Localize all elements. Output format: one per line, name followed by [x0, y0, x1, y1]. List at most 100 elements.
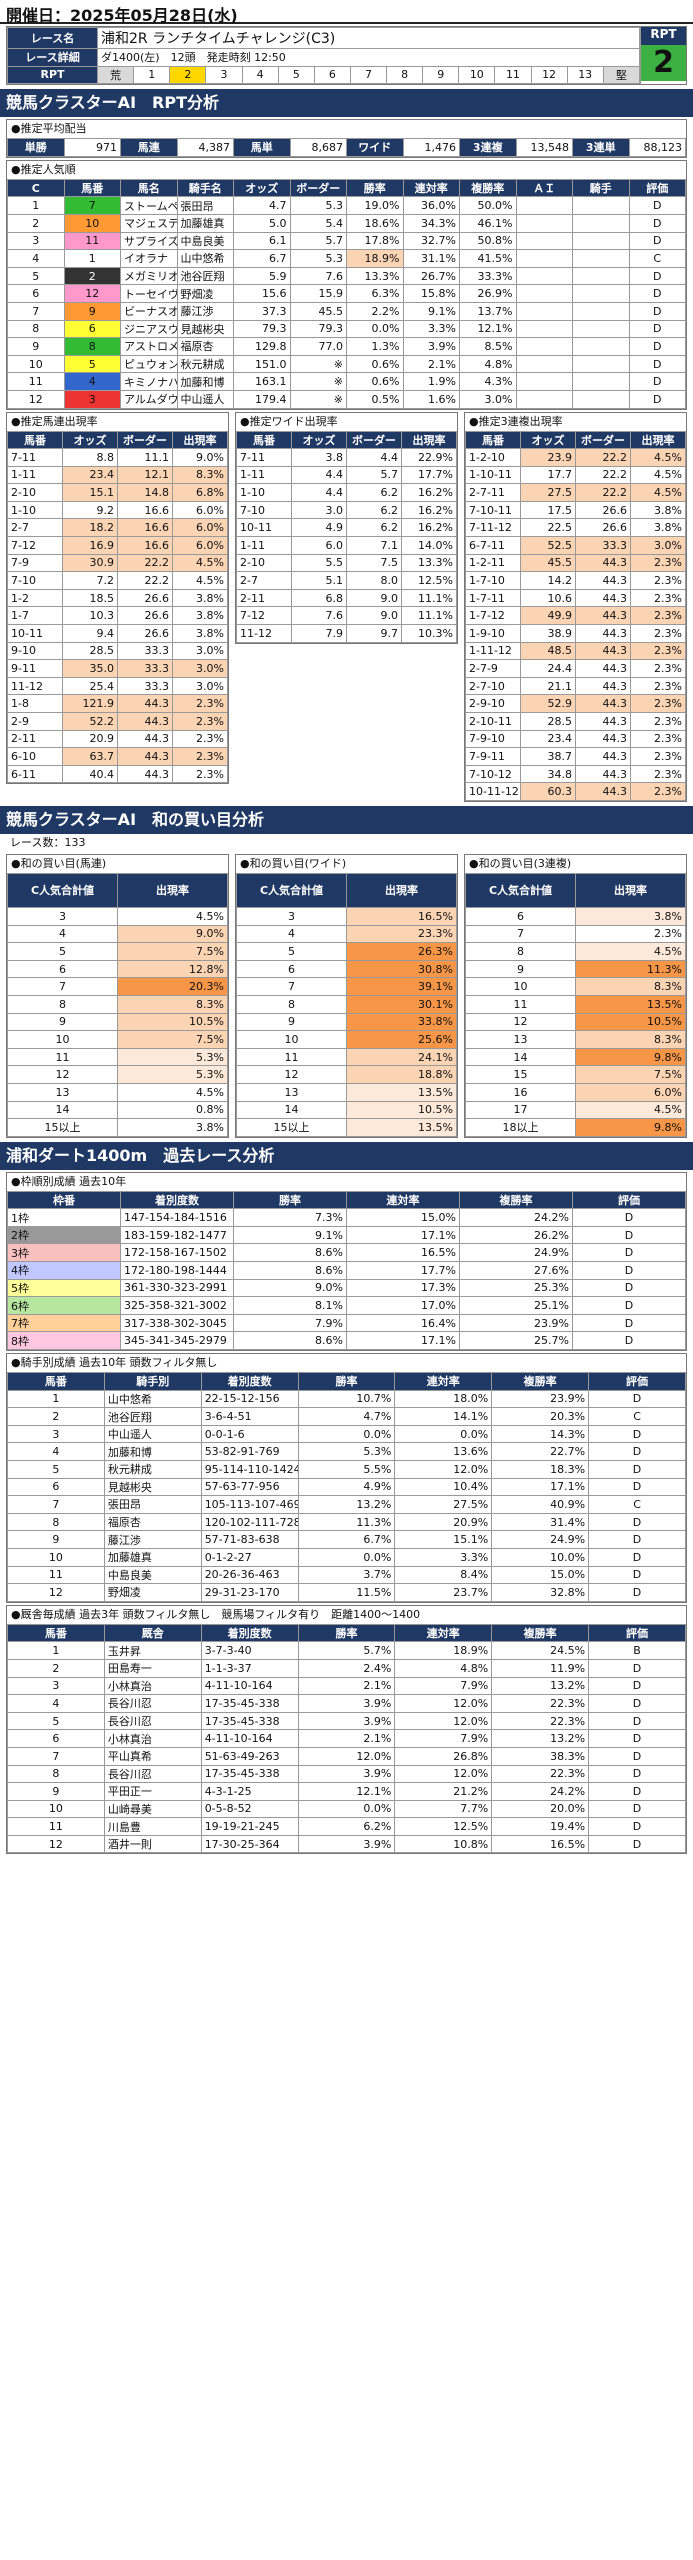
pop-cell	[515, 301, 573, 321]
sanren-title: ●推定3連複出現率	[469, 414, 563, 428]
pop-cell: 15.6	[233, 284, 291, 303]
pair-cell: 9-11	[7, 659, 63, 678]
pop-cell: イオラナ	[120, 249, 178, 268]
table-row: 1-11-12 48.5 44.3 2.3%	[465, 641, 686, 661]
wa-rate: 20.3%	[117, 977, 228, 996]
table-row: 7-12 16.9 16.6 6.0%	[7, 536, 228, 555]
rpt-scale-cell: 2	[169, 65, 207, 85]
pair-cell: 20.9	[62, 729, 118, 749]
table-cell: 20.0%	[491, 1799, 590, 1819]
pair-cell: 34.8	[520, 764, 576, 784]
pop-cell	[572, 337, 630, 356]
table-row: 1-2 18.5 26.6 3.8%	[7, 588, 228, 608]
table-cell: 0.0%	[394, 1424, 493, 1444]
section-title-past: 浦和ダート1400m 過去レース分析	[0, 1141, 693, 1170]
table-row: 1-7-12 49.9 44.3 2.3%	[465, 606, 686, 626]
table-cell: 10	[7, 1547, 105, 1567]
table-row: 7 39.1%	[236, 977, 457, 996]
pop-cell: 5.7	[289, 231, 347, 251]
table-cell: 17.7%	[346, 1261, 460, 1280]
table-cell: 3.7%	[297, 1565, 396, 1585]
wa-rate: 26.3%	[346, 942, 457, 961]
pair-cell: 1-11	[236, 465, 292, 485]
table-row: 13 13.5%	[236, 1082, 457, 1102]
table-cell: 2.1%	[297, 1676, 396, 1696]
table-cell: 山崎尋美	[103, 1799, 202, 1819]
table-cell: D	[588, 1389, 686, 1409]
wa-sum: 3	[7, 906, 118, 926]
table-row: 3 16.5%	[236, 906, 457, 926]
table-row: 11-12 25.4 33.3 3.0%	[7, 676, 228, 696]
rpt-scale-cell: 13	[566, 65, 604, 85]
pair-cell: 6.8%	[172, 483, 228, 502]
pop-cell	[572, 196, 630, 215]
table-cell: 0.0%	[297, 1547, 396, 1567]
wa-rate: 9.0%	[117, 924, 228, 944]
race-info: レース名 浦和2R ランチタイムチャレンジ(C3) レース詳細 ダ1400(左) 1…	[6, 26, 687, 86]
pop-cell: トーセイヴ	[120, 284, 178, 303]
pair-cell: 4.5%	[172, 571, 228, 590]
pop-cell: 79.3	[289, 319, 347, 339]
pop-cell: 4	[7, 249, 65, 268]
pop-cell: 2.2%	[346, 301, 404, 321]
pop-cell: 野畑凌	[176, 284, 234, 303]
table-cell: 345-341-345-2979	[120, 1331, 234, 1351]
table-row: 9 平田正一 4-3-1-25 12.1% 21.2% 24.2% D	[7, 1782, 686, 1801]
table-row: 6 12 トーセイヴ 野畑凌 15.6 15.9 6.3% 15.8% 26.9% D	[7, 284, 686, 303]
rpt-scale-cell: 6	[313, 65, 351, 85]
table-cell: 18.0%	[394, 1389, 493, 1409]
pair-cell: 2-11	[7, 729, 63, 749]
table-cell: 25.3%	[459, 1278, 573, 1298]
pop-cell: 秋元耕成	[176, 354, 234, 374]
pair-cell: 23.4	[62, 465, 118, 485]
table-header: 厩舎	[103, 1623, 202, 1643]
table-cell: 57-63-77-956	[200, 1477, 299, 1497]
table-header: オッズ	[520, 430, 576, 450]
table-row: 4 加藤和博 53-82-91-769 5.3% 13.6% 22.7% D	[7, 1442, 686, 1461]
table-header: 評価	[572, 1190, 686, 1210]
pop-cell: 0.5%	[346, 389, 404, 409]
pair-cell: 44.3	[575, 624, 631, 643]
table-row: 8 長谷川忍 17-35-45-338 3.9% 12.0% 22.3% D	[7, 1764, 686, 1784]
table-cell: D	[588, 1694, 686, 1713]
table-cell: D	[572, 1243, 686, 1263]
table-header: 騎手	[572, 178, 630, 198]
pair-cell: 2.3%	[172, 712, 228, 731]
table-cell: 31.4%	[491, 1512, 590, 1532]
table-cell: 9.0%	[233, 1278, 347, 1298]
wa-rate: 30.1%	[346, 994, 457, 1014]
table-cell: 7.7%	[394, 1799, 493, 1819]
pair-cell: 121.9	[62, 694, 118, 713]
table-row: 2-10-11 28.5 44.3 2.3%	[465, 712, 686, 731]
table-row: 2-7 5.1 8.0 12.5%	[236, 571, 457, 590]
pop-cell: D	[628, 284, 686, 303]
table-cell: 12.0%	[394, 1694, 493, 1713]
table-row: 7枠 317-338-302-3045 7.9% 16.4% 23.9% D	[7, 1313, 686, 1333]
wa-sanren-title: ●和の買い目(3連複)	[469, 856, 572, 870]
wa-sum: 13	[465, 1030, 576, 1049]
pop-cell: 8	[7, 319, 65, 339]
wa-sum: 6	[236, 959, 347, 979]
pop-cell	[572, 372, 630, 391]
pair-cell: 16.2%	[401, 518, 457, 538]
table-row: 8 30.1%	[236, 994, 457, 1014]
table-row: 7-9-10 23.4 44.3 2.3%	[465, 729, 686, 749]
table-cell: 23.9%	[491, 1389, 590, 1409]
table-cell: 秋元耕成	[103, 1460, 202, 1479]
pop-cell: 7.6	[289, 266, 347, 286]
table-row: 11 24.1%	[236, 1047, 457, 1067]
wa-sum: 7	[7, 977, 118, 996]
pair-cell: 44.3	[575, 606, 631, 626]
pair-cell: 7.9	[291, 624, 347, 643]
table-cell: 22.3%	[491, 1711, 590, 1731]
table-row: 2-11 6.8 9.0 11.1%	[236, 588, 457, 608]
table-row: 2-7-11 27.5 22.2 4.5%	[465, 483, 686, 502]
table-cell: 玉井昇	[103, 1641, 202, 1660]
wa-sum: 4	[236, 924, 347, 944]
table-row: 9 33.8%	[236, 1012, 457, 1032]
table-cell: 12.1%	[297, 1782, 396, 1801]
table-cell: 183-159-182-1477	[120, 1225, 234, 1245]
pop-cell	[515, 284, 573, 303]
pair-cell: 7-10-11	[465, 500, 521, 520]
rpt-label: RPT	[641, 27, 686, 45]
